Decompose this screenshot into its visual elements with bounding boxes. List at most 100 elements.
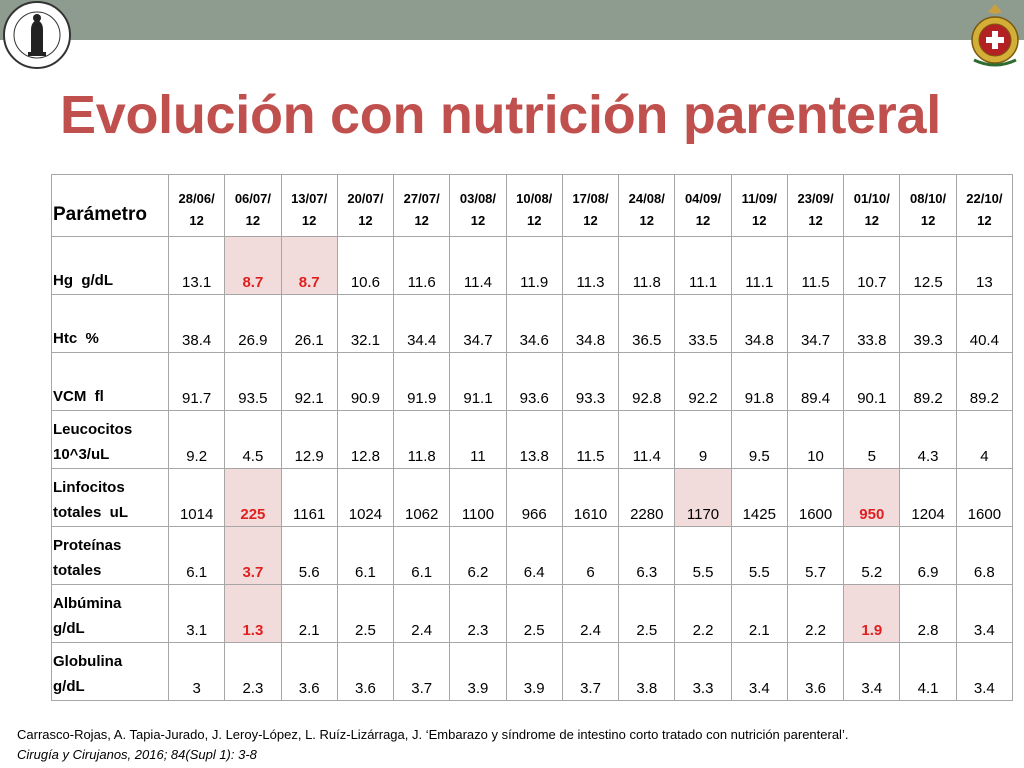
table-cell: 11.4 (449, 236, 507, 295)
table-cell: 34.8 (730, 294, 788, 353)
table-cell: 93.6 (505, 352, 563, 411)
row-label: Albúmina g/dL (51, 584, 169, 643)
table-cell: 1.3 (224, 584, 282, 643)
date-header-line: 12 (977, 213, 992, 228)
table-row: Proteínas totales 6.1 3.7 5.6 6.1 6.1 6.2 6.4 6 6.… (51, 526, 1014, 585)
table-cell: 5.2 (843, 526, 901, 585)
table-row: Htc % 38.4 26.9 26.1 32.1 34.4 34.7 34.6 34.8 36.… (51, 294, 1014, 353)
table-cell: 89.2 (899, 352, 957, 411)
medical-crest-icon (971, 4, 1019, 67)
table-cell: 2.5 (336, 584, 395, 643)
table-cell: 2.1 (730, 584, 788, 643)
date-header-line: 13/07/ (291, 191, 328, 206)
table-cell: 1610 (561, 468, 620, 527)
date-header: 22/10/12 (955, 174, 1014, 237)
row-label-line: g/dL (53, 678, 85, 695)
table-cell: 1600 (786, 468, 845, 527)
table-cell: 92.1 (280, 352, 338, 411)
table-cell: 10.7 (843, 236, 901, 295)
date-header: 10/08/12 (505, 174, 563, 237)
table-cell: 10 (786, 410, 845, 469)
date-header: 20/07/12 (336, 174, 395, 237)
table-cell: 34.6 (505, 294, 563, 353)
table-cell: 3.6 (280, 642, 338, 701)
table-cell: 11.6 (393, 236, 451, 295)
table-cell: 2.5 (618, 584, 676, 643)
row-label: Htc % (51, 294, 169, 353)
table-cell: 13.8 (505, 410, 563, 469)
table-cell: 40.4 (955, 294, 1014, 353)
date-header-line: 20/07/ (347, 191, 384, 206)
table-cell: 3.6 (786, 642, 845, 701)
table-cell: 92.8 (618, 352, 676, 411)
date-header: 01/10/12 (843, 174, 901, 237)
table-cell: 2.3 (224, 642, 282, 701)
table-cell: 3.7 (224, 526, 282, 585)
table-cell: 3.9 (449, 642, 507, 701)
row-label-line: Hg g/dL (53, 272, 113, 289)
row-label-line: Globulina (53, 653, 123, 670)
table-cell: 34.4 (393, 294, 451, 353)
table-cell: 1204 (899, 468, 957, 527)
date-header: 17/08/12 (561, 174, 620, 237)
date-header-line: 12 (245, 213, 261, 228)
table-cell: 13.1 (167, 236, 226, 295)
table-cell: 3 (167, 642, 226, 701)
date-header-line: 12 (470, 213, 486, 228)
date-header-line: 08/10/ (910, 191, 947, 206)
table-cell: 91.8 (730, 352, 788, 411)
row-label: VCM fl (51, 352, 169, 411)
row-label-line: Leucocitos (53, 421, 133, 438)
table-cell: 11.5 (786, 236, 845, 295)
table-cell: 2.5 (505, 584, 563, 643)
table-cell: 1100 (449, 468, 507, 527)
row-label: Linfocitos totales uL (51, 468, 169, 527)
table-cell: 3.1 (167, 584, 226, 643)
date-header-line: 12 (695, 213, 711, 228)
row-label-line: Linfocitos (53, 479, 125, 496)
table-cell: 11.4 (618, 410, 676, 469)
table-cell: 33.8 (843, 294, 901, 353)
citation-journal: Cirugía y Cirujanos, 2016; 84(Supl 1): 3… (17, 747, 257, 762)
table-cell: 6.2 (449, 526, 507, 585)
table-cell: 2.1 (280, 584, 338, 643)
table-cell: 3.8 (618, 642, 676, 701)
row-label: Hg g/dL (51, 236, 169, 295)
date-header-line: 27/07/ (403, 191, 440, 206)
table-cell: 9.2 (167, 410, 226, 469)
table-cell: 13 (955, 236, 1014, 295)
table-cell: 2.4 (393, 584, 451, 643)
table-cell: 32.1 (336, 294, 395, 353)
academia-nacional-de-medicina-seal-icon (3, 1, 71, 69)
table-row: Hg g/dL 13.1 8.7 8.7 10.6 11.6 11.4 11.9 11.3 11.… (51, 236, 1014, 295)
table-cell: 4.5 (224, 410, 282, 469)
date-header: 08/10/12 (899, 174, 957, 237)
table-cell: 1600 (955, 468, 1014, 527)
table-cell: 12.9 (280, 410, 338, 469)
table-cell: 33.5 (674, 294, 732, 353)
table-cell: 4.1 (899, 642, 957, 701)
table-row: Globulina g/dL 3 2.3 3.6 3.6 3.7 3.9 3.9 3.7 3.8 3.… (51, 642, 1014, 701)
table-cell: 6.4 (505, 526, 563, 585)
table-cell: 1.9 (843, 584, 901, 643)
table-cell: 91.9 (393, 352, 451, 411)
table-cell: 3.4 (955, 642, 1014, 701)
row-label: Globulina g/dL (51, 642, 169, 701)
table-row: VCM fl 91.7 93.5 92.1 90.9 91.9 91.1 93.6 93.3 92… (51, 352, 1014, 411)
row-label-line: VCM fl (53, 388, 104, 405)
table-cell: 34.7 (449, 294, 507, 353)
table-cell: 2.2 (786, 584, 845, 643)
table-cell: 11.8 (393, 410, 451, 469)
table-row: Linfocitos totales uL 1014 225 1161 1024 1062 1… (51, 468, 1014, 527)
table-cell: 2280 (618, 468, 676, 527)
row-label-line: 10^3/uL (53, 446, 110, 463)
table-cell: 3.3 (674, 642, 732, 701)
table-cell: 36.5 (618, 294, 676, 353)
table-cell: 4.3 (899, 410, 957, 469)
table-cell: 91.1 (449, 352, 507, 411)
table-cell: 2.2 (674, 584, 732, 643)
table-cell: 89.4 (786, 352, 845, 411)
date-header-line: 12 (301, 213, 317, 228)
parameter-header: Parámetro (51, 174, 169, 237)
table-cell: 12.5 (899, 236, 957, 295)
